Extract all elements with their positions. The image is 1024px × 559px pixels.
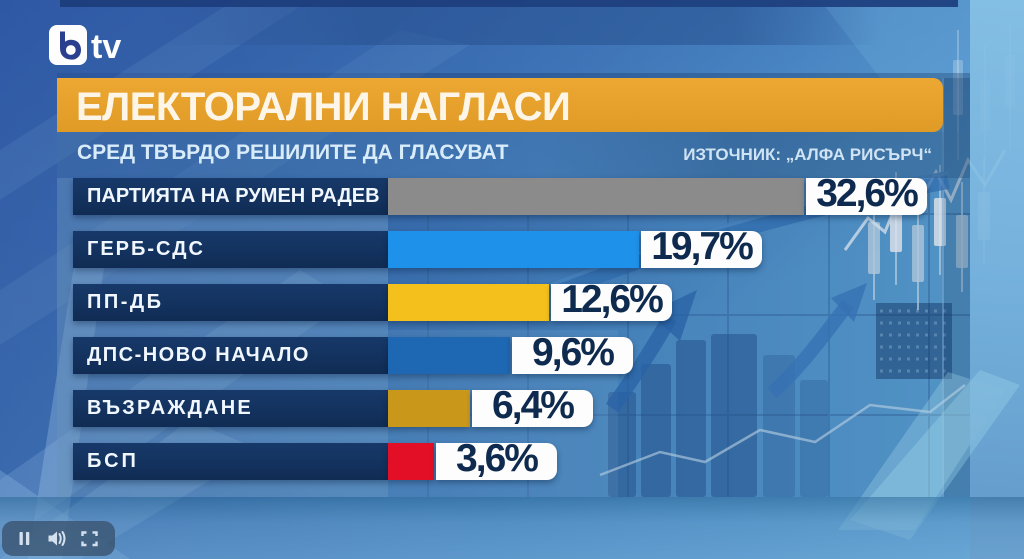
svg-text:tv: tv [91, 28, 121, 65]
